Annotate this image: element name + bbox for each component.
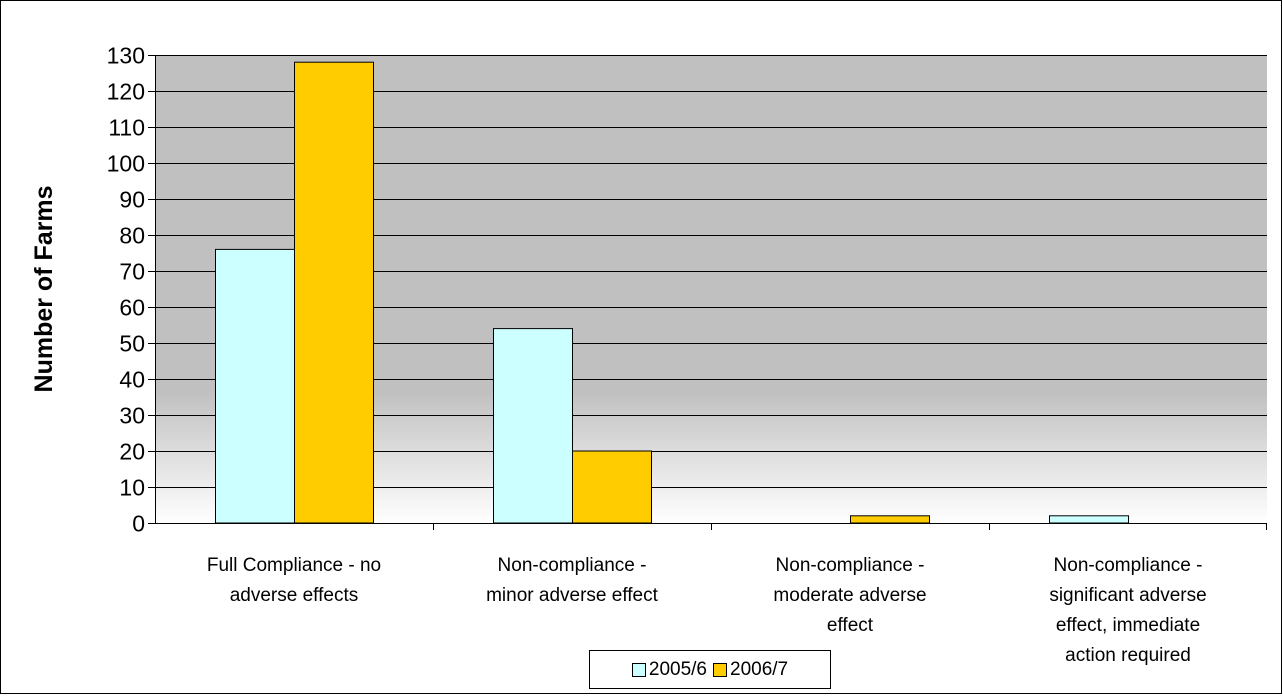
bar-2006-7-cat1 — [294, 61, 374, 524]
bar-2005-6-cat2 — [493, 328, 573, 524]
legend: 2005/6 2006/7 — [589, 650, 831, 689]
x-category-label: Non-compliance -significant adverse effec… — [1049, 555, 1206, 666]
bars — [215, 61, 1129, 524]
y-tick-label: 70 — [119, 259, 145, 285]
x-category-label: Full Compliance - no adverse effects — [207, 555, 381, 606]
bar-2006-7-cat3 — [850, 515, 930, 524]
y-tick-label: 10 — [119, 475, 145, 501]
y-tick-label: 100 — [107, 151, 145, 177]
legend-swatch-2005-6 — [631, 662, 646, 677]
x-category-label: Non-compliance -moderate adverse effect — [773, 555, 926, 636]
legend-label-2006-7: 2006/7 — [730, 658, 789, 680]
x-category-label: Non-compliance -minor adverse effect — [486, 555, 659, 606]
bar-2006-7-cat2 — [572, 450, 652, 524]
y-tick-label: 120 — [107, 79, 145, 105]
legend-label-2005-6: 2005/6 — [648, 658, 707, 680]
y-tick-label: 30 — [119, 403, 145, 429]
y-axis-label: Number of Farms — [30, 186, 58, 393]
bar-2005-6-cat4 — [1049, 515, 1129, 524]
legend-item-2005-6: 2005/6 — [631, 658, 707, 681]
axes: 0 10 20 30 40 50 60 70 80 90 100 110 120 130 Full Comp… — [107, 43, 1267, 666]
y-tick-label: 80 — [119, 223, 145, 249]
y-tick-label: 40 — [119, 367, 145, 393]
y-tick-label: 110 — [108, 115, 145, 141]
y-tick-label: 90 — [119, 187, 145, 213]
y-tick-label: 20 — [119, 439, 145, 465]
y-tick-label: 50 — [119, 331, 145, 357]
y-tick-label: 0 — [132, 511, 145, 537]
bar-2005-6-cat1 — [215, 248, 295, 524]
y-tick-label: 130 — [107, 43, 145, 69]
legend-item-2006-7: 2006/7 — [713, 659, 788, 681]
legend-swatch-2006-7 — [713, 662, 727, 677]
y-tick-label: 60 — [119, 295, 145, 321]
